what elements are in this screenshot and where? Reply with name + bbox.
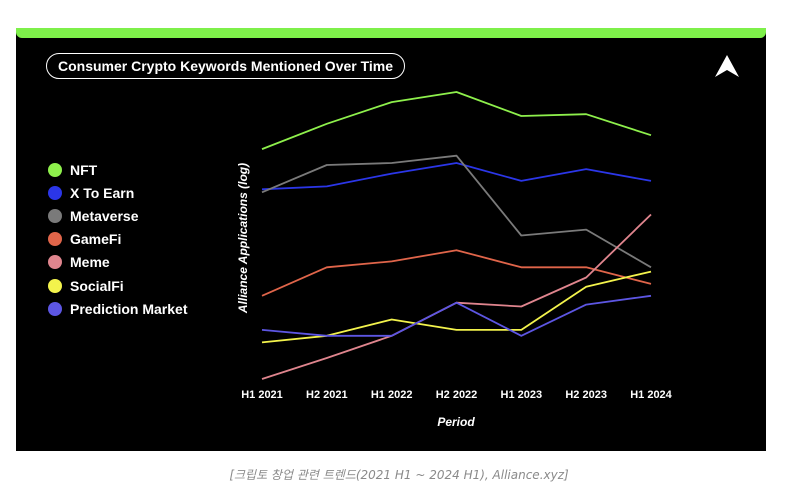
legend-label: Prediction Market	[70, 300, 188, 317]
legend-item-gamefi: GameFi	[48, 228, 187, 251]
series-line-prediction-market	[261, 294, 652, 337]
legend-swatch	[48, 208, 62, 223]
alliance-logo-icon	[715, 55, 739, 77]
legend-label: Metaverse	[70, 207, 139, 224]
series-line-x-to-earn	[261, 162, 652, 191]
image-caption: [크립토 창업 관련 트렌드(2021 H1 ~ 2024 H1), Allia…	[229, 468, 569, 482]
legend-label: X To Earn	[70, 184, 135, 201]
legend-swatch	[48, 255, 62, 270]
line-chart: H1 2021 H2 2021 H1 2022 H2 2022 H1 2023 H2 20…	[236, 91, 673, 429]
legend-item-meme: Meme	[48, 251, 187, 274]
series-line-nft	[261, 91, 652, 150]
chart-title: Consumer Crypto Keywords Mentioned Over …	[46, 53, 406, 79]
legend-item-metaverse: Metaverse	[48, 204, 187, 227]
chart-card: Consumer Crypto Keywords Mentioned Over …	[16, 28, 766, 451]
legend-label: Meme	[70, 254, 110, 271]
accent-bar	[16, 28, 766, 38]
legend-label: NFT	[70, 161, 98, 178]
chart-legend: NFT X To Earn Metaverse GameFi Meme SocialFi P…	[48, 158, 187, 320]
x-tick-label: H2 2022	[436, 389, 478, 401]
legend-item-socialfi: SocialFi	[48, 274, 187, 297]
legend-swatch	[48, 278, 62, 293]
x-tick-label: H1 2021	[241, 389, 283, 401]
legend-label: SocialFi	[70, 277, 124, 294]
series-line-meme	[261, 213, 652, 380]
x-tick-label: H1 2022	[371, 389, 413, 401]
legend-item-nft: NFT	[48, 158, 187, 181]
series-line-metaverse	[261, 154, 652, 269]
series-line-socialfi	[261, 270, 652, 344]
legend-label: GameFi	[70, 231, 122, 248]
series-line-gamefi	[261, 249, 652, 297]
legend-swatch	[48, 185, 62, 200]
x-axis-title: Period	[437, 415, 475, 429]
legend-item-x-to-earn: X To Earn	[48, 181, 187, 204]
x-tick-label: H2 2021	[306, 389, 348, 401]
legend-item-prediction-market: Prediction Market	[48, 297, 187, 320]
y-axis-title: Alliance Applications (log)	[236, 163, 250, 314]
legend-swatch	[48, 162, 62, 177]
x-tick-label: H1 2024	[630, 389, 672, 401]
x-tick-label: H1 2023	[501, 389, 543, 401]
legend-swatch	[48, 232, 62, 247]
legend-swatch	[48, 301, 62, 316]
x-tick-label: H2 2023	[565, 389, 607, 401]
